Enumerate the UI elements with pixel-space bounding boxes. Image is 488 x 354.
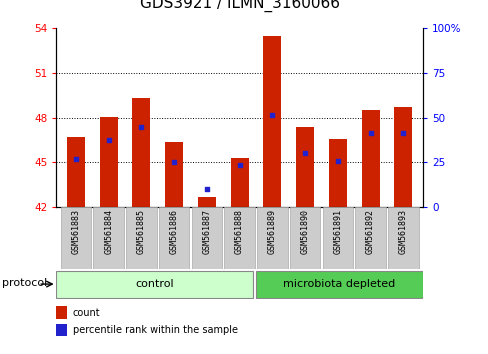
Bar — [230, 158, 248, 207]
Text: protocol: protocol — [2, 278, 48, 287]
Point — [72, 156, 80, 162]
Bar — [93, 207, 124, 269]
Text: count: count — [73, 308, 100, 318]
Text: microbiota depleted: microbiota depleted — [283, 279, 395, 289]
Bar — [56, 306, 67, 319]
Bar — [224, 207, 254, 269]
Text: GSM561884: GSM561884 — [104, 209, 113, 254]
Bar — [289, 207, 320, 269]
Text: percentile rank within the sample: percentile rank within the sample — [73, 325, 237, 335]
Bar — [387, 207, 418, 269]
Bar — [198, 197, 215, 207]
Bar — [61, 207, 91, 269]
Point — [170, 160, 178, 165]
Bar — [159, 207, 189, 269]
Point — [137, 124, 145, 130]
Text: GSM561888: GSM561888 — [235, 209, 244, 254]
Point — [203, 186, 210, 192]
Bar — [322, 207, 352, 269]
Text: GSM561889: GSM561889 — [267, 209, 276, 254]
Bar — [100, 117, 118, 207]
Bar — [191, 207, 222, 269]
Bar — [255, 270, 422, 298]
Bar — [56, 270, 252, 298]
Text: control: control — [135, 279, 173, 289]
Bar — [67, 137, 85, 207]
Bar — [165, 142, 183, 207]
Text: GSM561883: GSM561883 — [71, 209, 80, 254]
Text: GSM561885: GSM561885 — [137, 209, 145, 254]
Bar — [393, 107, 411, 207]
Bar — [263, 36, 281, 207]
Point — [366, 130, 374, 136]
Point — [301, 151, 308, 156]
Bar — [296, 127, 313, 207]
Point — [104, 137, 112, 143]
Text: GSM561893: GSM561893 — [398, 209, 407, 254]
Text: GSM561890: GSM561890 — [300, 209, 309, 254]
Text: GSM561886: GSM561886 — [169, 209, 178, 254]
Bar — [257, 207, 287, 269]
Bar — [132, 98, 150, 207]
Point — [235, 162, 243, 168]
Text: GSM561892: GSM561892 — [366, 209, 374, 254]
Point — [399, 130, 407, 136]
Bar — [361, 110, 379, 207]
Bar — [328, 138, 346, 207]
Text: GSM561887: GSM561887 — [202, 209, 211, 254]
Bar — [126, 207, 156, 269]
Text: GSM561891: GSM561891 — [333, 209, 342, 254]
Point — [333, 158, 341, 164]
Bar — [354, 207, 385, 269]
Text: GDS3921 / ILMN_3160066: GDS3921 / ILMN_3160066 — [140, 0, 339, 12]
Point — [268, 112, 276, 118]
Bar — [56, 324, 67, 336]
